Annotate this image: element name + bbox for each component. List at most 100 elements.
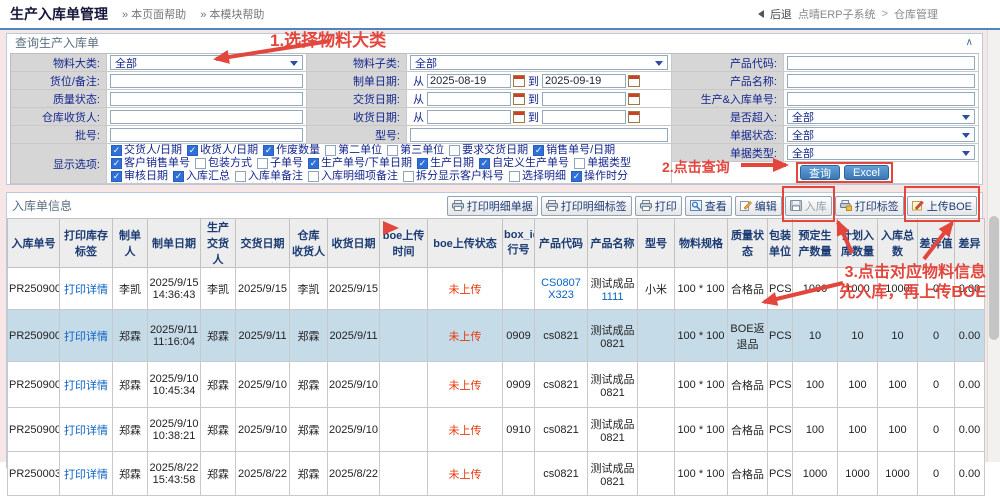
toolbar-button-print-label[interactable]: 打印标签	[834, 195, 904, 216]
checkbox-收货人/日期[interactable]: ✓ 收货人/日期	[187, 144, 258, 157]
back-button[interactable]: 后退	[769, 9, 792, 21]
checkbox-icon[interactable]: ✓	[571, 171, 582, 182]
checkbox-icon[interactable]: ✓	[263, 145, 275, 156]
checkbox-icon[interactable]: ✓	[533, 145, 545, 156]
make-date-from-input[interactable]	[427, 73, 511, 88]
scrollbar-thumb[interactable]	[989, 216, 999, 340]
checkbox-icon[interactable]	[325, 145, 337, 156]
checkbox-客户销售单号[interactable]: ✓ 客户销售单号	[111, 157, 190, 170]
make-date-to-input[interactable]	[542, 73, 626, 88]
print-detail-link[interactable]: 打印详情	[64, 379, 108, 392]
page-help-link[interactable]: » 本页面帮助	[122, 9, 187, 21]
checkbox-要求交货日期[interactable]: 要求交货日期	[449, 144, 528, 157]
print-detail-link[interactable]: 打印详情	[64, 283, 108, 296]
checkbox-包装方式[interactable]: 包装方式	[195, 157, 252, 170]
checkbox-选择明细[interactable]: 选择明细	[509, 170, 566, 183]
checkbox-icon[interactable]	[387, 145, 399, 156]
checkbox-icon[interactable]: ✓	[111, 158, 122, 169]
calendar-icon[interactable]	[513, 110, 525, 123]
checkbox-子单号[interactable]: 子单号	[257, 157, 303, 170]
checkbox-icon[interactable]: ✓	[187, 145, 199, 156]
receive-date-from-input[interactable]	[427, 109, 511, 124]
toolbar-button-stock-in[interactable]: 入库	[781, 185, 835, 222]
checkbox-icon[interactable]	[509, 171, 520, 182]
batch-no-input[interactable]	[110, 127, 303, 142]
table-row[interactable]: PR250900003打印详情郑霖2025/9/1111:16:04郑霖2025…	[7, 309, 985, 362]
print-detail-link[interactable]: 打印详情	[64, 330, 108, 343]
toolbar-button-print-detail-label[interactable]: 打印明细标签	[540, 195, 632, 216]
excel-button[interactable]: Excel	[844, 165, 889, 180]
checkbox-生产日期[interactable]: ✓ 生产日期	[417, 157, 474, 170]
checkbox-icon[interactable]: ✓	[417, 158, 429, 169]
delivery-date-from-input[interactable]	[427, 91, 511, 106]
print-detail-link[interactable]: 打印详情	[64, 424, 108, 437]
calendar-icon[interactable]	[628, 74, 640, 87]
print-detail-link[interactable]: 打印详情	[64, 468, 108, 481]
checkbox-icon[interactable]	[195, 158, 206, 169]
location-remark-input[interactable]	[110, 73, 303, 88]
checkbox-icon[interactable]	[235, 171, 246, 182]
calendar-icon[interactable]	[513, 92, 525, 105]
checkbox-核算单价&金额[interactable]: 核算单价&金额	[111, 183, 197, 184]
checkbox-拆分显示客户料号[interactable]: 拆分显示客户料号	[403, 170, 504, 183]
checkbox-入库汇总[interactable]: ✓ 入库汇总	[173, 170, 230, 183]
checkbox-销售单号/日期[interactable]: ✓ 销售单号/日期	[533, 144, 615, 157]
print-detail-cell[interactable]: 打印详情	[59, 407, 113, 452]
warehouse-receiver-input[interactable]	[110, 109, 303, 124]
checkbox-操作时分[interactable]: ✓ 操作时分	[571, 170, 628, 183]
checkbox-icon[interactable]: ✓	[111, 171, 122, 182]
checkbox-icon[interactable]	[403, 171, 414, 182]
table-row[interactable]: PR2500035打印详情郑霖2025/8/2215:43:58郑霖2025/8…	[7, 451, 985, 496]
print-detail-cell[interactable]: 打印详情	[59, 309, 113, 362]
table-row[interactable]: PR250900002打印详情郑霖2025/9/1010:45:34郑霖2025…	[7, 361, 985, 408]
checkbox-生产单号/下单日期[interactable]: ✓ 生产单号/下单日期	[308, 157, 412, 170]
print-detail-cell[interactable]: 打印详情	[59, 267, 113, 310]
checkbox-icon[interactable]: ✓	[479, 158, 491, 169]
receive-date-to-input[interactable]	[542, 109, 626, 124]
model-input[interactable]	[410, 127, 668, 142]
module-help-link[interactable]: » 本模块帮助	[200, 9, 265, 21]
material-class-select[interactable]: 全部	[110, 55, 303, 70]
collapse-icon[interactable]: ∧	[965, 37, 973, 48]
calendar-icon[interactable]	[628, 92, 640, 105]
order-no-input[interactable]	[787, 91, 975, 106]
quality-status-input[interactable]	[110, 91, 303, 106]
search-button[interactable]: 查询	[800, 165, 840, 180]
breadcrumb-warehouse[interactable]: 仓库管理	[894, 9, 938, 21]
checkbox-第三单位[interactable]: 第三单位	[387, 144, 444, 157]
toolbar-button-upload-boe[interactable]: 上传BOE	[903, 185, 981, 222]
material-subclass-select[interactable]: 全部	[410, 55, 668, 70]
vertical-scrollbar[interactable]	[987, 30, 1000, 462]
checkbox-icon[interactable]: ✓	[111, 145, 122, 156]
print-detail-cell[interactable]: 打印详情	[59, 361, 113, 408]
table-row[interactable]: PR250900001打印详情郑霖2025/9/1010:38:21郑霖2025…	[7, 407, 985, 452]
toolbar-button-print-detail-doc[interactable]: 打印明细单据	[446, 195, 538, 216]
checkbox-入库明细项备注[interactable]: 入库明细项备注	[308, 170, 398, 183]
toolbar-button-print[interactable]: 打印	[634, 195, 682, 216]
checkbox-icon[interactable]	[257, 158, 268, 169]
doc-type-select[interactable]: 全部	[787, 145, 975, 160]
over-in-select[interactable]: 全部	[787, 109, 975, 124]
toolbar-button-view[interactable]: 查看	[684, 195, 732, 216]
checkbox-icon[interactable]	[449, 145, 461, 156]
checkbox-单据类型[interactable]: 单据类型	[574, 157, 631, 170]
checkbox-icon[interactable]: ✓	[173, 171, 184, 182]
product-name-input[interactable]	[787, 73, 975, 88]
doc-status-select[interactable]: 全部	[787, 127, 975, 142]
checkbox-审核日期[interactable]: ✓ 审核日期	[111, 170, 168, 183]
calendar-icon[interactable]	[513, 74, 525, 87]
breadcrumb-system[interactable]: 点晴ERP子系统	[797, 9, 876, 21]
checkbox-icon[interactable]: ✓	[308, 158, 319, 169]
delivery-date-to-input[interactable]	[542, 91, 626, 106]
checkbox-第二单位[interactable]: 第二单位	[325, 144, 382, 157]
checkbox-作废数量[interactable]: ✓ 作废数量	[263, 144, 320, 157]
checkbox-icon[interactable]	[574, 158, 586, 169]
checkbox-入库单备注[interactable]: 入库单备注	[235, 170, 303, 183]
table-row[interactable]: PR250900004打印详情李凯2025/9/1514:36:43李凯2025…	[7, 267, 985, 310]
calendar-icon[interactable]	[628, 110, 640, 123]
checkbox-打印库存标签[interactable]: ✓打印库存标签	[202, 183, 281, 184]
print-detail-cell[interactable]: 打印详情	[59, 451, 113, 496]
toolbar-button-edit[interactable]: 编辑	[734, 195, 782, 216]
checkbox-自定义生产单号[interactable]: ✓ 自定义生产单号	[479, 157, 569, 170]
checkbox-交货人/日期[interactable]: ✓ 交货人/日期	[111, 144, 182, 157]
